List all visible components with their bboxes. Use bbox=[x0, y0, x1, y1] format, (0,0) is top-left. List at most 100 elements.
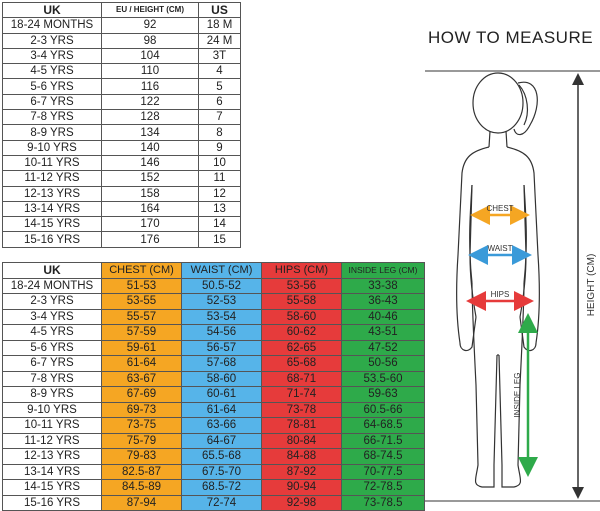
waist-label: WAIST bbox=[487, 244, 512, 253]
cell-chest: 67-69 bbox=[101, 386, 182, 403]
table-row: 6-7 YRS 122 6 bbox=[2, 93, 241, 111]
cell-uk: 8-9 YRS bbox=[2, 386, 102, 403]
table-row: 8-9 YRS 134 8 bbox=[2, 124, 241, 141]
table-row: 12-13 YRS 79-83 65.5-68 84-88 68-74.5 bbox=[2, 448, 425, 465]
cell-inside-leg: 36-43 bbox=[341, 293, 425, 310]
cell-chest: 63-67 bbox=[101, 370, 182, 387]
cell-us: 12 bbox=[198, 185, 241, 202]
cell-waist: 60-61 bbox=[181, 386, 262, 403]
cell-us: 10 bbox=[198, 154, 241, 172]
cell-waist: 52-53 bbox=[181, 293, 262, 310]
cell-uk: 13-14 YRS bbox=[2, 200, 102, 218]
cell-waist: 67.5-70 bbox=[181, 463, 262, 480]
cell-uk: 4-5 YRS bbox=[2, 324, 102, 341]
cell-hips: 71-74 bbox=[261, 386, 342, 403]
size-table-body: 18-24 MONTHS 92 18 M 2-3 YRS 98 24 M 3-4 YRS 10… bbox=[2, 17, 241, 248]
cell-eu-height: 98 bbox=[101, 32, 199, 49]
measurement-table-body: 18-24 MONTHS 51-53 50.5-52 53-56 33-38 2-3 YR… bbox=[2, 277, 425, 511]
measurement-table-header: UK CHEST (CM) WAIST (CM) HIPS (CM) INSID… bbox=[2, 262, 425, 279]
cell-chest: 79-83 bbox=[101, 448, 182, 465]
cell-us: 11 bbox=[198, 170, 241, 187]
cell-uk: 2-3 YRS bbox=[2, 293, 102, 310]
cell-inside-leg: 43-51 bbox=[341, 324, 425, 341]
cell-uk: 6-7 YRS bbox=[2, 93, 102, 111]
cell-us: 7 bbox=[198, 109, 241, 126]
cell-chest: 51-53 bbox=[101, 277, 182, 294]
cell-uk: 10-11 YRS bbox=[2, 417, 102, 434]
cell-uk: 4-5 YRS bbox=[2, 63, 102, 80]
cell-us: 5 bbox=[198, 78, 241, 95]
cell-us: 8 bbox=[198, 124, 241, 141]
child-figure-illustration: CHEST WAIST HIPS INSIDE LEG HEIGHT (CM) bbox=[425, 70, 600, 502]
cell-hips: 53-56 bbox=[261, 277, 342, 294]
table-row: 11-12 YRS 152 11 bbox=[2, 170, 241, 187]
cell-us: 18 M bbox=[198, 17, 241, 34]
how-to-measure-title: HOW TO MEASURE bbox=[428, 28, 594, 47]
size-table: UK EU / HEIGHT (CM) US 18-24 MONTHS 92 18 … bbox=[2, 1, 241, 248]
cell-eu-height: 92 bbox=[101, 17, 199, 34]
hips-label: HIPS bbox=[491, 290, 510, 299]
table-row: 10-11 YRS 146 10 bbox=[2, 154, 241, 172]
header-us: US bbox=[198, 1, 241, 19]
cell-chest: 55-57 bbox=[101, 308, 182, 325]
table-row: 5-6 YRS 116 5 bbox=[2, 78, 241, 95]
cell-uk: 8-9 YRS bbox=[2, 124, 102, 141]
table-row: 14-15 YRS 170 14 bbox=[2, 216, 241, 233]
cell-eu-height: 158 bbox=[101, 185, 199, 202]
table-row: 18-24 MONTHS 92 18 M bbox=[2, 17, 241, 34]
cell-hips: 60-62 bbox=[261, 324, 342, 341]
header-uk: UK bbox=[2, 262, 102, 279]
table-row: 13-14 YRS 82.5-87 67.5-70 87-92 70-77.5 bbox=[2, 463, 425, 480]
cell-chest: 75-79 bbox=[101, 432, 182, 449]
cell-hips: 73-78 bbox=[261, 401, 342, 418]
cell-waist: 64-67 bbox=[181, 432, 262, 449]
table-row: 12-13 YRS 158 12 bbox=[2, 185, 241, 202]
table-row: 8-9 YRS 67-69 60-61 71-74 59-63 bbox=[2, 386, 425, 403]
cell-hips: 84-88 bbox=[261, 448, 342, 465]
cell-eu-height: 128 bbox=[101, 109, 199, 126]
cell-uk: 7-8 YRS bbox=[2, 109, 102, 126]
cell-uk: 7-8 YRS bbox=[2, 370, 102, 387]
cell-waist: 50.5-52 bbox=[181, 277, 262, 294]
cell-uk: 9-10 YRS bbox=[2, 139, 102, 156]
cell-hips: 80-84 bbox=[261, 432, 342, 449]
cell-us: 24 M bbox=[198, 32, 241, 49]
cell-eu-height: 122 bbox=[101, 93, 199, 111]
table-row: 18-24 MONTHS 51-53 50.5-52 53-56 33-38 bbox=[2, 277, 425, 294]
cell-waist: 72-74 bbox=[181, 494, 262, 511]
table-row: 4-5 YRS 57-59 54-56 60-62 43-51 bbox=[2, 324, 425, 341]
cell-uk: 3-4 YRS bbox=[2, 308, 102, 325]
cell-eu-height: 134 bbox=[101, 124, 199, 141]
cell-eu-height: 140 bbox=[101, 139, 199, 156]
header-inside-leg: INSIDE LEG (CM) bbox=[341, 262, 425, 279]
cell-us: 9 bbox=[198, 139, 241, 156]
cell-us: 4 bbox=[198, 63, 241, 80]
cell-chest: 61-64 bbox=[101, 355, 182, 372]
chest-label: CHEST bbox=[486, 204, 513, 213]
cell-eu-height: 104 bbox=[101, 47, 199, 65]
table-row: 15-16 YRS 87-94 72-74 92-98 73-78.5 bbox=[2, 494, 425, 511]
cell-uk: 11-12 YRS bbox=[2, 170, 102, 187]
cell-us: 15 bbox=[198, 231, 241, 248]
cell-chest: 73-75 bbox=[101, 417, 182, 434]
cell-chest: 59-61 bbox=[101, 339, 182, 356]
cell-uk: 18-24 MONTHS bbox=[2, 17, 102, 34]
cell-hips: 90-94 bbox=[261, 479, 342, 496]
cell-us: 3T bbox=[198, 47, 241, 65]
cell-inside-leg: 59-63 bbox=[341, 386, 425, 403]
table-row: 14-15 YRS 84.5-89 68.5-72 90-94 72-78.5 bbox=[2, 479, 425, 496]
table-row: 6-7 YRS 61-64 57-68 65-68 50-56 bbox=[2, 355, 425, 372]
cell-chest: 87-94 bbox=[101, 494, 182, 511]
cell-eu-height: 176 bbox=[101, 231, 199, 248]
cell-hips: 55-58 bbox=[261, 293, 342, 310]
cell-inside-leg: 50-56 bbox=[341, 355, 425, 372]
cell-uk: 15-16 YRS bbox=[2, 231, 102, 248]
cell-uk: 13-14 YRS bbox=[2, 463, 102, 480]
table-row: 10-11 YRS 73-75 63-66 78-81 64-68.5 bbox=[2, 417, 425, 434]
cell-uk: 3-4 YRS bbox=[2, 47, 102, 65]
cell-waist: 68.5-72 bbox=[181, 479, 262, 496]
cell-hips: 58-60 bbox=[261, 308, 342, 325]
cell-chest: 57-59 bbox=[101, 324, 182, 341]
cell-eu-height: 146 bbox=[101, 154, 199, 172]
header-eu-height: EU / HEIGHT (CM) bbox=[101, 1, 199, 19]
